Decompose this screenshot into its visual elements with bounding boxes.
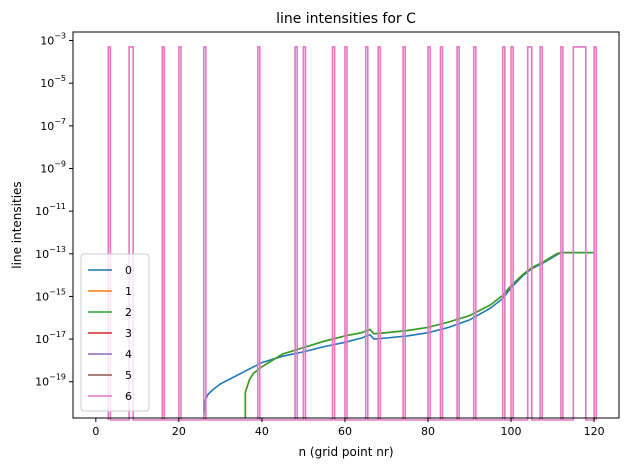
series-0-line [203, 251, 595, 416]
legend-label-3: 3 [125, 327, 132, 340]
legend-label-6: 6 [125, 390, 132, 403]
x-tick-label: 40 [255, 425, 269, 438]
x-tick-label: 120 [584, 425, 605, 438]
legend-label-5: 5 [125, 369, 132, 382]
series-2-line [244, 251, 595, 418]
legend-label-2: 2 [125, 306, 132, 319]
x-axis-label: n (grid point nr) [298, 445, 393, 459]
legend: 0 1 2 3 4 5 6 [80, 253, 150, 412]
series-6-line [107, 46, 598, 421]
y-tick-label: 10−13 [35, 245, 66, 261]
y-axis-ticks: 10−3 10−5 10−7 10−9 10−11 10−13 10−15 10−17 10−1… [35, 32, 73, 389]
y-tick-label: 10−9 [40, 159, 66, 175]
x-tick-label: 100 [501, 425, 522, 438]
y-tick-label: 10−5 [40, 74, 66, 90]
y-tick-label: 10−15 [35, 287, 66, 303]
y-tick-label: 10−19 [35, 373, 66, 389]
x-axis-ticks: 0 20 40 60 80 100 120 [92, 418, 605, 438]
chart-title: line intensities for C [276, 11, 416, 27]
x-tick-label: 60 [338, 425, 352, 438]
series-layer [107, 46, 598, 421]
legend-box [80, 253, 150, 412]
y-tick-label: 10−7 [40, 117, 66, 133]
legend-label-4: 4 [125, 348, 132, 361]
legend-label-0: 0 [125, 264, 132, 277]
y-tick-label: 10−17 [35, 330, 66, 346]
x-tick-label: 20 [172, 425, 186, 438]
plot-frame [72, 31, 620, 419]
legend-label-1: 1 [125, 285, 132, 298]
y-tick-label: 10−11 [35, 202, 66, 218]
y-tick-label: 10−3 [40, 32, 66, 48]
x-tick-label: 80 [421, 425, 435, 438]
x-tick-label: 0 [92, 425, 99, 438]
y-axis-label: line intensities [10, 181, 24, 268]
